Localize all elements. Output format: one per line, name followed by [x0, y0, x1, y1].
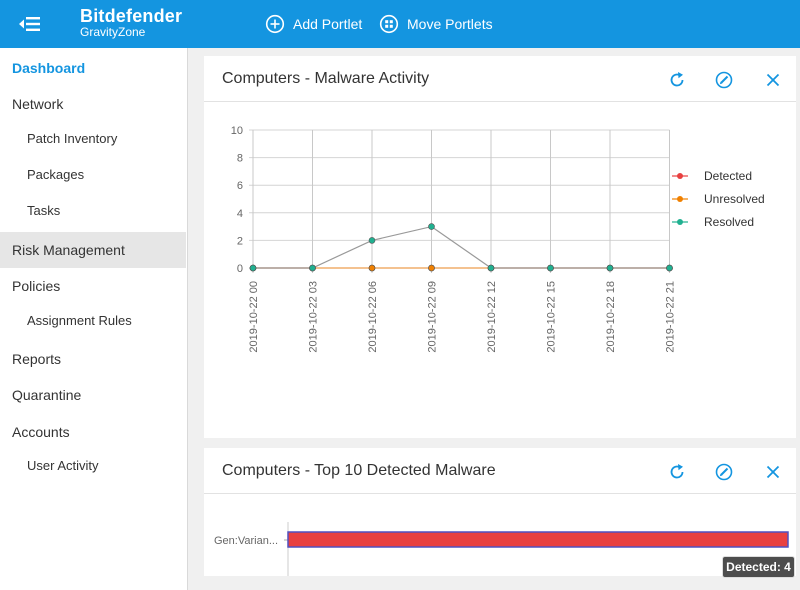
- move-portlets-label: Move Portlets: [407, 16, 493, 32]
- portlet-malware-activity: Computers - Malware Activity 0 2 4 6 8 10 2019…: [204, 56, 796, 438]
- sidebar-item-reports[interactable]: Reports: [12, 351, 62, 367]
- portlet-header: Computers - Malware Activity: [204, 56, 796, 102]
- portlet-top-detected-malware: Computers - Top 10 Detected Malware Gen:…: [204, 448, 796, 576]
- sidebar-item-user-activity[interactable]: User Activity: [27, 457, 99, 473]
- data-point-resolved: [249, 264, 257, 272]
- add-portlet-label: Add Portlet: [293, 16, 363, 32]
- portlet-title: Computers - Top 10 Detected Malware: [222, 462, 496, 479]
- x-tick-label: 2019-10-22 18: [605, 281, 617, 353]
- y-tick-label: 4: [237, 208, 243, 220]
- x-tick-label: 2019-10-22 12: [486, 281, 498, 353]
- category-label: Gen:Varian...: [214, 535, 278, 547]
- top-bar: Bitdefender GravityZone Add Portlet Move…: [0, 0, 800, 48]
- data-point-resolved: [606, 264, 614, 272]
- sidebar-item-tasks[interactable]: Tasks: [27, 202, 61, 218]
- sidebar-item-quarantine[interactable]: Quarantine: [12, 387, 82, 403]
- brand-name: Bitdefender: [80, 6, 183, 26]
- move-portlets-button[interactable]: Move Portlets: [379, 13, 493, 35]
- x-tick-label: 2019-10-22 03: [308, 281, 320, 353]
- malware-activity-chart: 0 2 4 6 8 10 2019-10-22 00 2019-10-22 03 2019-10…: [231, 125, 765, 353]
- brand-logo[interactable]: Bitdefender GravityZone: [80, 7, 182, 38]
- sidebar: Dashboard Network Patch Inventory Packag…: [0, 48, 188, 590]
- edit-icon[interactable]: [714, 70, 734, 90]
- portlet-header: Computers - Top 10 Detected Malware: [204, 448, 796, 494]
- grid-icon: [379, 14, 399, 34]
- legend-label: Resolved: [704, 215, 754, 229]
- sidebar-item-risk-management[interactable]: Risk Management: [0, 232, 186, 268]
- sidebar-item-patch-inventory[interactable]: Patch Inventory: [27, 130, 118, 146]
- refresh-icon[interactable]: [667, 462, 687, 482]
- legend-marker: [677, 196, 683, 202]
- data-point-resolved: [309, 264, 316, 272]
- brand-sub: GravityZone: [80, 25, 146, 39]
- data-point-resolved: [368, 237, 376, 244]
- edit-icon[interactable]: [714, 462, 734, 482]
- x-tick-label: 2019-10-22 15: [546, 281, 558, 353]
- y-tick-label: 10: [231, 125, 243, 137]
- legend-marker: [677, 173, 683, 179]
- data-point-resolved: [547, 264, 554, 272]
- bar-tooltip: Detected: 4: [722, 556, 795, 578]
- data-point-unresolved: [428, 264, 435, 272]
- add-circle-icon: [265, 14, 285, 34]
- portlet-title: Computers - Malware Activity: [222, 70, 430, 87]
- x-tick-label: 2019-10-22 09: [427, 281, 439, 353]
- legend-label: Unresolved: [704, 192, 765, 206]
- x-tick-label: 2019-10-22 00: [248, 281, 260, 353]
- sidebar-item-network[interactable]: Network: [12, 96, 64, 112]
- data-point-resolved: [666, 264, 673, 272]
- sidebar-item-accounts[interactable]: Accounts: [12, 424, 70, 440]
- x-tick-label: 2019-10-22 06: [367, 281, 379, 353]
- legend-marker: [677, 219, 683, 225]
- refresh-icon[interactable]: [667, 70, 687, 90]
- top-malware-chart: Gen:Varian...: [214, 522, 789, 576]
- sidebar-item-packages[interactable]: Packages: [27, 166, 85, 182]
- data-point-resolved: [487, 264, 495, 272]
- sidebar-item-policies[interactable]: Policies: [12, 278, 61, 294]
- close-icon[interactable]: [763, 70, 783, 90]
- data-point-resolved: [428, 223, 435, 230]
- y-tick-label: 6: [237, 180, 243, 192]
- y-tick-label: 8: [237, 153, 243, 165]
- close-icon[interactable]: [763, 462, 783, 482]
- bar: [287, 531, 789, 548]
- x-tick-label: 2019-10-22 21: [665, 281, 677, 353]
- series-line-resolved: [253, 225, 670, 269]
- y-tick-label: 2: [237, 235, 243, 247]
- menu-collapse-icon[interactable]: [18, 14, 42, 34]
- add-portlet-button[interactable]: Add Portlet: [265, 13, 362, 35]
- data-point-unresolved: [368, 264, 376, 272]
- y-tick-label: 0: [237, 263, 243, 275]
- sidebar-item-dashboard[interactable]: Dashboard: [12, 60, 86, 76]
- sidebar-item-assignment-rules[interactable]: Assignment Rules: [27, 312, 132, 328]
- legend-label: Detected: [704, 169, 752, 183]
